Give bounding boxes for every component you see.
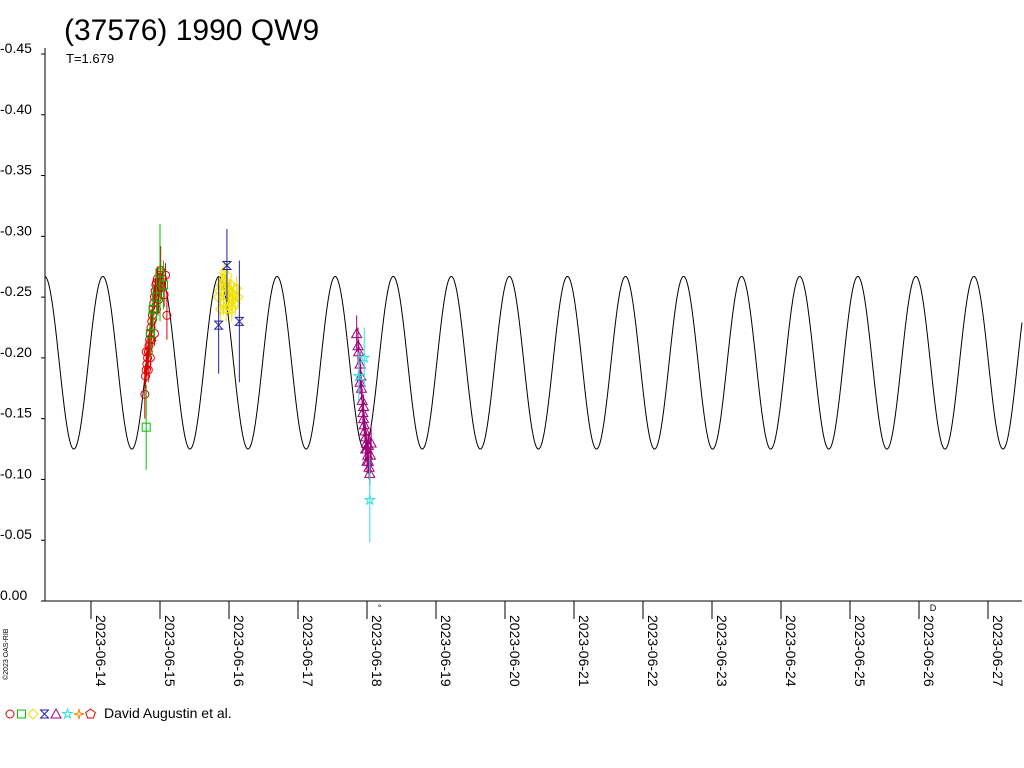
x-tick-label: 2023-06-27 [990, 615, 1006, 687]
square-marker [158, 280, 168, 290]
x-tick-label: 2023-06-19 [438, 615, 454, 687]
data-points-group [140, 224, 377, 543]
circle-marker [140, 389, 150, 399]
y-tick-label: -0.35 [0, 162, 32, 178]
circle-marker [162, 310, 172, 320]
triangle-marker [359, 424, 371, 436]
star4-marker [73, 708, 85, 720]
y-tick-label: -0.20 [0, 344, 32, 360]
circle-marker [145, 335, 155, 345]
y-tick-label: -0.10 [0, 465, 32, 481]
diamond-marker [232, 291, 244, 303]
hourglass-marker [234, 316, 245, 326]
tick-labels-group: -0.45 -0.40 -0.35 -0.30 -0.25 -0.20 -0.15 -0.10… [0, 40, 1006, 687]
diamond-marker [226, 303, 238, 315]
triangle-marker [354, 357, 366, 369]
diamond-marker [225, 279, 237, 291]
triangle-marker [362, 439, 375, 450]
circle-marker [147, 316, 157, 326]
square-marker [17, 709, 26, 719]
y-tick-label: -0.05 [0, 526, 32, 542]
series-square [141, 224, 168, 470]
x-tick-label: 2023-06-24 [783, 615, 799, 687]
triangle-marker [350, 327, 363, 339]
triangle-marker [352, 339, 364, 351]
y-tick-label: -0.15 [0, 405, 32, 421]
diamond-marker [217, 273, 229, 285]
triangle-marker [50, 707, 62, 719]
series-circle [140, 246, 172, 419]
axis-marker: ° [378, 603, 382, 613]
triangle-marker [357, 412, 370, 424]
circle-marker [144, 341, 154, 351]
star-marker [61, 707, 74, 720]
x-tick-label: 2023-06-17 [300, 615, 316, 687]
triangle-marker [354, 376, 366, 387]
credit-label: ©2023 OAS-RIB [2, 628, 10, 680]
square-marker [141, 422, 151, 432]
hourglass-marker [39, 709, 50, 719]
star-marker [352, 369, 366, 382]
square-marker [148, 304, 158, 314]
star-marker [363, 493, 377, 506]
chart-title: (37576) 1990 QW9 [64, 14, 319, 47]
x-tick-label: 2023-06-21 [576, 615, 592, 687]
series-star [352, 327, 377, 543]
circle-marker [5, 709, 15, 719]
triangle-marker [357, 400, 370, 412]
series-hourglass [213, 229, 245, 383]
diamond-marker [218, 267, 230, 279]
x-tick-label: 2023-06-20 [507, 615, 523, 687]
x-tick-label: 2023-06-18 [369, 615, 385, 687]
circle-marker [154, 295, 164, 305]
x-tick-label: 2023-06-23 [714, 615, 730, 687]
x-tick-label: 2023-06-25 [852, 615, 868, 687]
axes [41, 48, 1022, 619]
circle-marker [156, 265, 166, 275]
diamond-marker [27, 708, 39, 720]
legend [5, 707, 96, 720]
diamond-marker [215, 279, 228, 291]
diamond-marker [223, 297, 235, 309]
axis-marker: D [930, 603, 937, 613]
star-marker [357, 351, 371, 364]
square-marker [155, 268, 165, 278]
y-tick-label: -0.25 [0, 283, 32, 299]
fit-curve [44, 275, 1023, 450]
triangle-marker [357, 406, 369, 418]
circle-marker [147, 335, 157, 345]
pentagon-marker [85, 708, 96, 719]
square-marker [152, 292, 162, 302]
diamond-marker [219, 276, 232, 289]
x-tick-label: 2023-06-26 [921, 615, 937, 687]
hourglass-marker [221, 261, 233, 271]
circle-marker [143, 365, 153, 375]
x-tick-label: 2023-06-14 [93, 615, 109, 687]
x-tick-label: 2023-06-22 [645, 615, 661, 687]
x-tick-label: 2023-06-16 [231, 615, 247, 687]
y-tick-label: 0.00 [0, 587, 27, 603]
circle-marker [141, 371, 151, 381]
hourglass-marker [213, 320, 224, 330]
y-tick-label: -0.45 [0, 40, 32, 56]
triangle-marker [358, 418, 371, 430]
circle-marker [143, 353, 153, 363]
fit-curve-group [44, 275, 1023, 450]
y-tick-label: -0.30 [0, 222, 32, 238]
legend-label: David Augustin et al. [104, 705, 232, 721]
circle-marker [161, 270, 171, 280]
x-tick-label: 2023-06-15 [162, 615, 178, 687]
chart-subtitle: T=1.679 [66, 51, 114, 66]
y-tick-label: -0.40 [0, 101, 32, 117]
square-marker [145, 329, 155, 339]
circle-marker [143, 347, 153, 357]
